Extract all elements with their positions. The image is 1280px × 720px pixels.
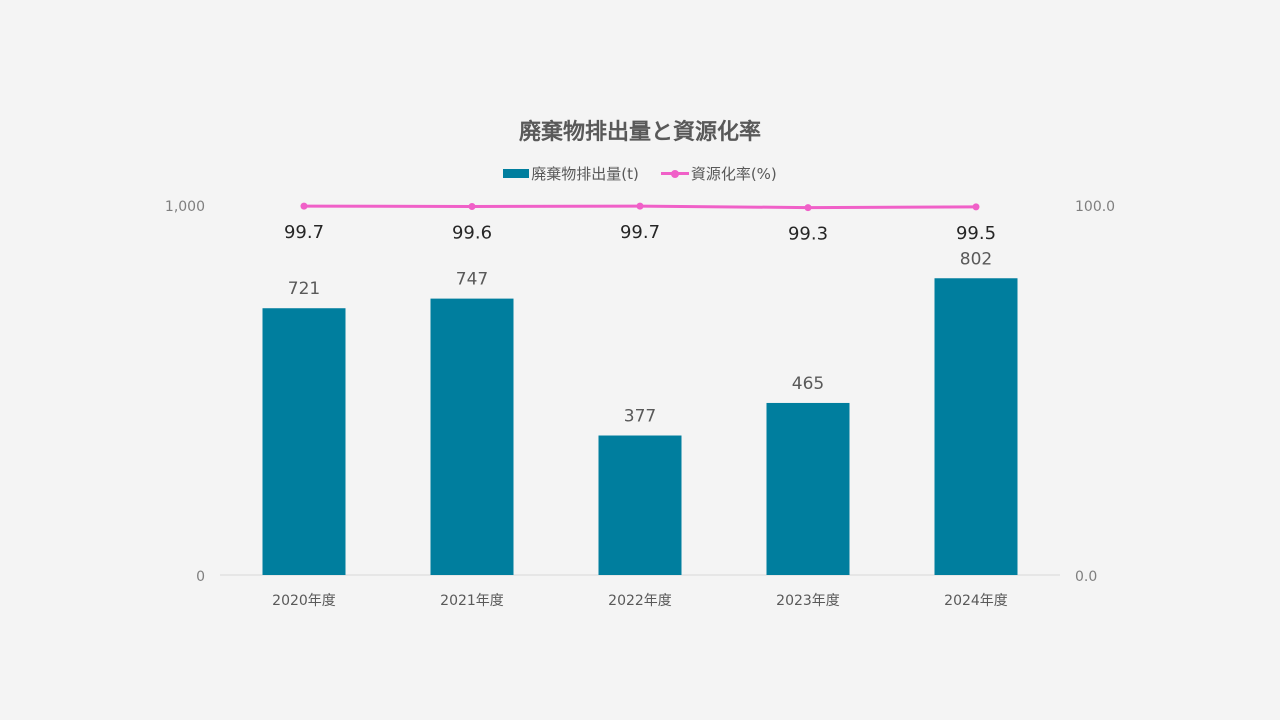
bar-data-label: 721 (288, 279, 320, 299)
bar-data-label: 465 (792, 374, 824, 394)
bar (262, 308, 346, 575)
x-tick-label: 2022年度 (608, 593, 672, 609)
x-tick-label: 2020年度 (272, 593, 336, 609)
line-data-label: 99.7 (284, 222, 324, 243)
chart-title: 廃棄物排出量と資源化率 (518, 120, 761, 145)
line-point (804, 204, 812, 212)
legend: 廃棄物排出量(t) 資源化率(%) (0, 163, 1280, 184)
line-data-label: 99.3 (788, 224, 828, 245)
bar-data-label: 747 (456, 270, 488, 290)
bar (430, 298, 514, 575)
legend-item-bar: 廃棄物排出量(t) (503, 163, 639, 184)
line-point (636, 202, 644, 210)
legend-swatch-bar (503, 169, 530, 178)
line-data-label: 99.5 (956, 223, 996, 244)
bar-data-label: 802 (960, 249, 992, 269)
right-tick-label: 100.0 (1075, 199, 1115, 215)
line-data-label: 99.7 (620, 222, 660, 243)
left-tick-label: 0 (196, 569, 205, 585)
legend-item-line: 資源化率(%) (660, 163, 777, 184)
bar-data-label: 377 (624, 407, 656, 427)
bar (934, 278, 1018, 575)
bar (598, 435, 682, 575)
line-point (468, 202, 476, 210)
left-tick-label: 1,000 (165, 199, 205, 215)
line-data-label: 99.6 (452, 222, 492, 243)
legend-label-line: 資源化率(%) (690, 165, 777, 183)
x-tick-label: 2021年度 (440, 593, 504, 609)
legend-swatch-line (660, 169, 689, 178)
right-tick-label: 0.0 (1075, 569, 1097, 585)
bar (766, 402, 850, 575)
legend-label-bar: 廃棄物排出量(t) (531, 165, 639, 183)
x-tick-label: 2023年度 (776, 593, 840, 609)
line-point (300, 202, 308, 210)
line-point (972, 203, 980, 211)
x-tick-label: 2024年度 (944, 593, 1008, 609)
